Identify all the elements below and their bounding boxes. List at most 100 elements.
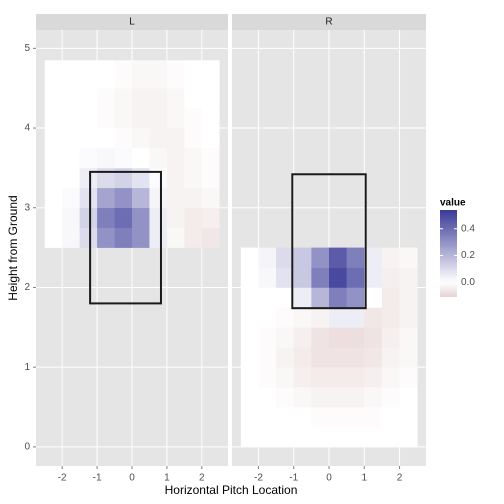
heat-tile xyxy=(276,267,295,288)
x-tick-label: 1 xyxy=(361,473,367,484)
x-tick-label: 1 xyxy=(164,473,170,484)
heat-tile xyxy=(293,287,312,308)
heat-tile xyxy=(114,207,133,228)
heat-tile xyxy=(329,307,347,328)
heat-tile xyxy=(62,167,80,189)
heat-tile xyxy=(399,307,418,328)
heat-tile xyxy=(97,187,115,209)
heat-tile xyxy=(166,147,185,169)
heat-tile xyxy=(381,407,400,428)
heat-tile xyxy=(62,207,80,228)
heat-tile xyxy=(364,267,383,288)
heat-tile xyxy=(364,387,383,408)
legend-label: 0.2 xyxy=(461,250,475,261)
heat-tile xyxy=(381,426,400,448)
heat-tile xyxy=(79,227,98,248)
heat-tile xyxy=(184,147,203,169)
x-tick-label: -1 xyxy=(93,473,102,484)
heat-tile xyxy=(311,327,330,348)
heat-tile xyxy=(166,60,185,89)
heat-tile xyxy=(258,287,277,308)
y-axis-label: Height from Ground xyxy=(6,195,20,300)
heat-tile xyxy=(132,167,150,189)
heat-tile xyxy=(293,367,312,388)
heat-tile xyxy=(240,327,259,348)
legend-label: 0.4 xyxy=(461,223,475,234)
heat-tile xyxy=(258,327,277,348)
heat-tile xyxy=(44,187,63,209)
x-tick-label: 2 xyxy=(397,473,403,484)
heat-tile xyxy=(97,128,115,149)
heat-tile xyxy=(166,187,185,209)
heat-tile xyxy=(132,227,150,248)
heat-tile xyxy=(201,187,220,209)
heat-tile xyxy=(79,147,98,169)
heat-tile xyxy=(114,187,133,209)
heat-tile xyxy=(132,60,150,89)
heat-tile xyxy=(346,267,365,288)
heat-tile xyxy=(346,426,365,448)
y-tick-label: 3 xyxy=(24,202,30,213)
heat-tile xyxy=(166,167,185,189)
y-tick-label: 0 xyxy=(24,442,30,453)
heat-tile xyxy=(240,287,259,308)
x-tick-label: -2 xyxy=(254,473,263,484)
heat-tile xyxy=(329,267,347,288)
legend-colorbar xyxy=(440,210,457,297)
heat-tile xyxy=(258,307,277,328)
x-axis-label: Horizontal Pitch Location xyxy=(165,483,298,497)
heat-tile xyxy=(311,347,330,368)
heat-tile xyxy=(240,347,259,368)
heat-tile xyxy=(240,307,259,328)
heat-tile xyxy=(114,227,133,248)
heat-tile xyxy=(364,307,383,328)
heat-tile xyxy=(399,426,418,448)
heat-tile xyxy=(329,287,347,308)
heat-tile xyxy=(364,327,383,348)
heat-tile xyxy=(97,227,115,248)
heat-tile xyxy=(149,128,168,149)
heat-tile xyxy=(240,387,259,408)
heat-tile xyxy=(329,347,347,368)
heat-tile xyxy=(201,147,220,169)
heat-tile xyxy=(311,287,330,308)
heat-tile xyxy=(276,247,295,268)
heat-tile xyxy=(149,167,168,189)
heat-tile xyxy=(166,207,185,228)
heat-tile xyxy=(62,187,80,209)
strip xyxy=(232,14,426,30)
heat-tile xyxy=(399,367,418,388)
heat-tile xyxy=(201,108,220,129)
legend-label: 0.0 xyxy=(461,277,475,288)
heat-tile xyxy=(184,60,203,89)
heat-tile xyxy=(346,287,365,308)
heat-tile xyxy=(79,108,98,129)
heat-tile xyxy=(276,367,295,388)
heat-tile xyxy=(293,407,312,428)
heat-tile xyxy=(149,88,168,109)
heat-tile xyxy=(44,108,63,129)
heat-tile xyxy=(381,347,400,368)
heat-tile xyxy=(79,187,98,209)
heat-tile xyxy=(258,407,277,428)
heat-tile xyxy=(62,60,80,89)
heat-tile xyxy=(44,227,63,248)
heat-tile xyxy=(293,327,312,348)
heat-tile xyxy=(97,147,115,169)
legend-title: value xyxy=(440,198,466,209)
heat-tile xyxy=(114,167,133,189)
strip-label: R xyxy=(325,17,332,28)
x-tick-label: -1 xyxy=(289,473,298,484)
heat-tile xyxy=(79,60,98,89)
heat-tile xyxy=(364,407,383,428)
heat-tile xyxy=(62,128,80,149)
heat-tile xyxy=(329,327,347,348)
heat-tile xyxy=(166,88,185,109)
heat-tile xyxy=(240,407,259,428)
heat-tile xyxy=(381,267,400,288)
x-tick-label: 2 xyxy=(199,473,205,484)
heat-tile xyxy=(329,247,347,268)
heat-tile xyxy=(97,60,115,89)
heat-tile xyxy=(329,387,347,408)
